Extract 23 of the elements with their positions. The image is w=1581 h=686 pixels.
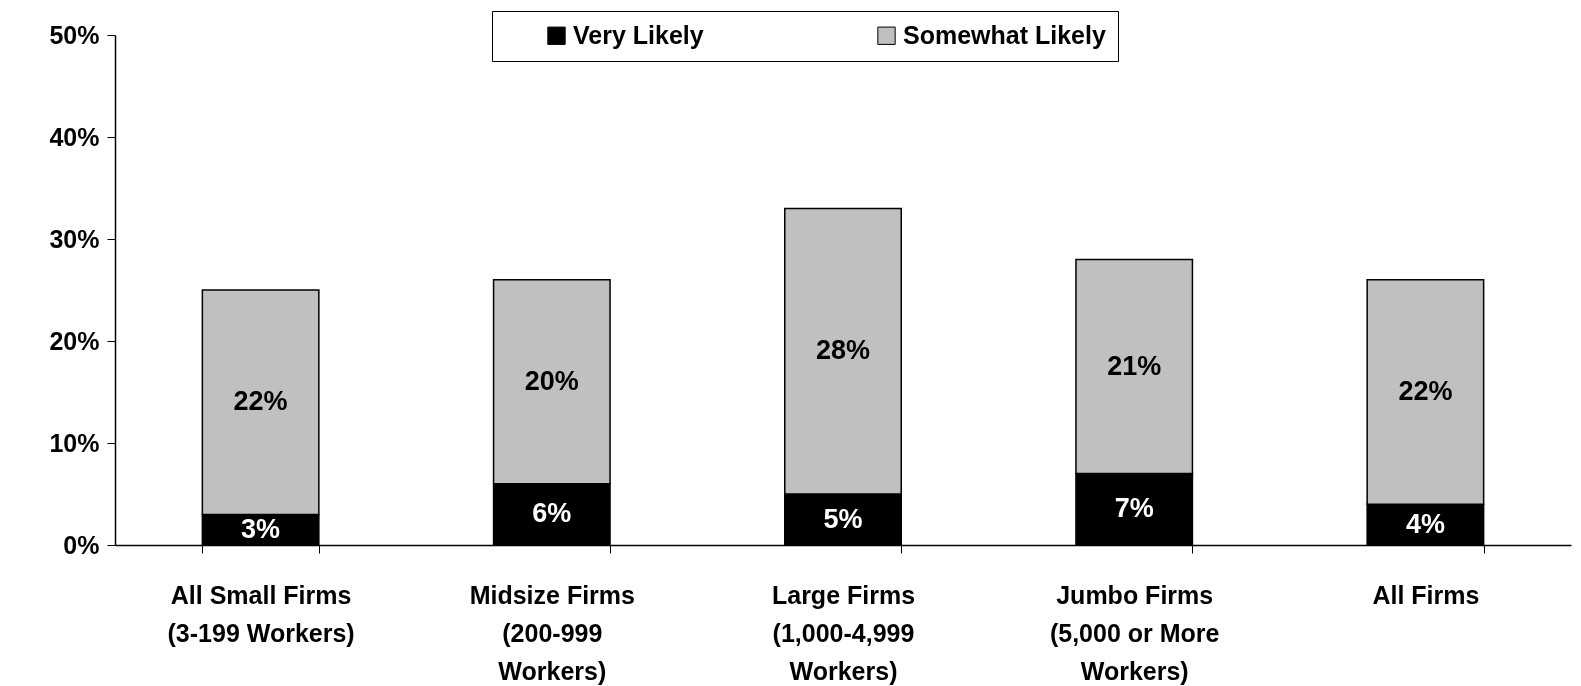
y-tick-label: 50%	[49, 20, 100, 49]
x-tick-label: All Firms	[1372, 580, 1480, 609]
x-tick-label: Large Firms (1,000-4,999 Workers)	[771, 580, 916, 685]
data-label: 28%	[815, 335, 871, 366]
data-label: 6%	[532, 498, 572, 529]
data-label: 4%	[1405, 508, 1445, 539]
y-tick-label: 30%	[49, 224, 100, 253]
x-tick-label: Midsize Firms (200-999 Workers)	[469, 580, 635, 685]
data-label: 7%	[1114, 493, 1154, 524]
y-tick-label: 40%	[49, 122, 100, 151]
data-label: 20%	[524, 365, 579, 396]
data-label: 5%	[823, 503, 863, 534]
y-tick-label: 20%	[49, 326, 100, 355]
legend-label: Somewhat Likely	[903, 20, 1106, 49]
data-label: 3%	[241, 513, 281, 544]
legend-label: Very Likely	[573, 20, 704, 49]
y-tick-label: 0%	[63, 530, 100, 559]
data-label: 22%	[1398, 376, 1453, 406]
x-tick-label: Jumbo Firms (5,000 or More Workers)	[1049, 580, 1220, 685]
y-tick-label: 10%	[49, 428, 100, 457]
data-label: 22%	[233, 386, 288, 417]
data-label: 21%	[1107, 350, 1162, 381]
x-tick-label: All Small Firms (3-199 Workers)	[167, 580, 355, 647]
